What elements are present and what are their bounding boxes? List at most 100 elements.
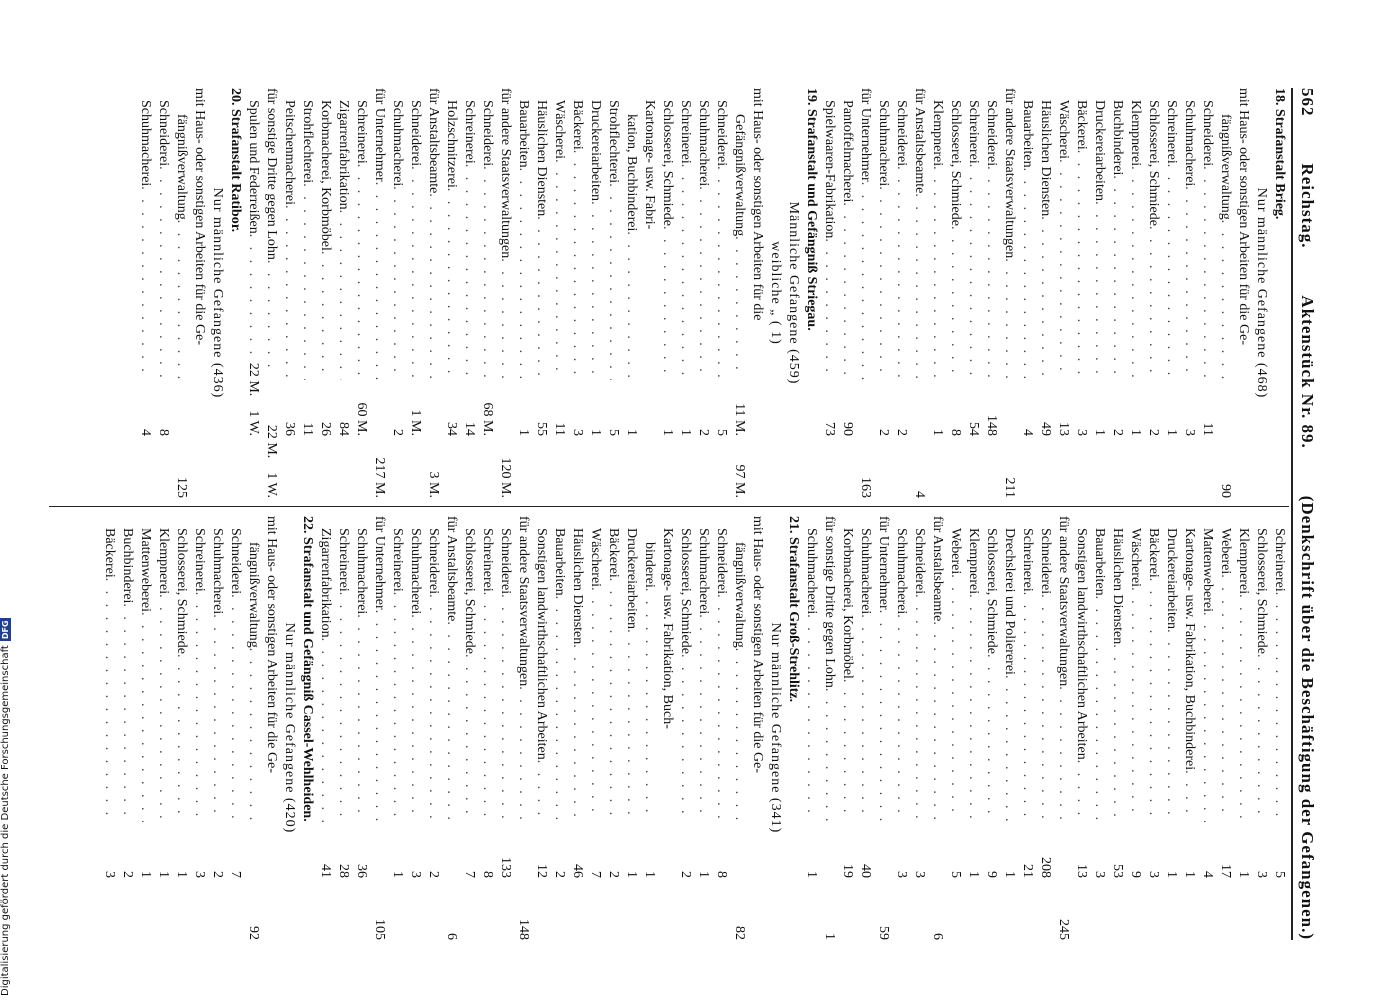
- count: 36: [354, 864, 369, 878]
- total-cell: [496, 878, 514, 940]
- line: Holzschnitzerei 34: [442, 88, 460, 498]
- line: 19. Strafanstalt und Gefängniß Striegau.: [802, 88, 820, 498]
- total-cell: [478, 878, 496, 940]
- total-cell: [154, 878, 172, 940]
- item-text: Schreinerei: [1020, 528, 1035, 592]
- line: Schreinerei 60 M.: [352, 88, 370, 498]
- line: für Unternehmer 163: [856, 88, 874, 498]
- count: 73: [822, 422, 837, 436]
- line: Schneiderei 133: [496, 516, 514, 940]
- count: 1: [390, 871, 405, 878]
- total-cell: [514, 436, 532, 498]
- leader: [1144, 226, 1162, 380]
- count-cell: [1216, 380, 1234, 436]
- count-cell: 2: [208, 822, 226, 878]
- line: Häuslichen Diensten 46: [568, 516, 586, 940]
- item-text: Bäckerei: [606, 528, 621, 578]
- item-text: Druckereiarbeiten: [1164, 528, 1179, 630]
- item-text: Korbmacherei, Korbmöbel: [840, 528, 855, 679]
- count: 36: [282, 422, 297, 436]
- item-text: Buchbinderei: [1110, 100, 1125, 176]
- total-cell: [1090, 436, 1108, 498]
- item-text: Holzschnitzerei: [444, 100, 459, 188]
- line: Klempnerei 1: [1126, 88, 1144, 498]
- line: Bauarbeiten 4: [1018, 88, 1036, 498]
- leader: [136, 186, 154, 380]
- count: 1: [516, 429, 531, 436]
- line: Männliche Gefangene (459): [784, 88, 802, 498]
- count: 1 M.: [408, 409, 423, 436]
- count: 133: [498, 857, 513, 878]
- group-text: für Unternehmer: [372, 516, 387, 610]
- header-left: Reichstag.: [1298, 163, 1317, 249]
- leader: [118, 603, 136, 822]
- count-cell: 2: [1108, 380, 1126, 436]
- leader: [190, 592, 208, 822]
- line: für Anstaltsbeamte 6: [928, 516, 946, 940]
- count-cell: 1: [694, 822, 712, 878]
- total-cell: [1126, 436, 1144, 498]
- total-cell: [748, 829, 766, 891]
- group-text: für Anstaltsbeamte: [426, 88, 441, 194]
- total-cell: [478, 436, 496, 498]
- total-cell: 59: [874, 878, 892, 940]
- count-cell: 4: [1198, 822, 1216, 878]
- line: fängnißverwaltung 90: [1216, 88, 1234, 498]
- item-text: Schreinerei: [480, 528, 495, 592]
- line: Klempnerei 1: [928, 88, 946, 498]
- count-cell: [1234, 345, 1252, 401]
- count-cell: 1: [154, 822, 172, 878]
- header-rule: [1291, 88, 1293, 940]
- total-cell: [1162, 436, 1180, 498]
- total-cell: [1108, 878, 1126, 940]
- total-cell: [226, 878, 244, 940]
- count-cell: 1: [136, 822, 154, 878]
- count-cell: 2: [550, 822, 568, 878]
- leader: [514, 686, 532, 822]
- count-cell: 1: [622, 822, 640, 878]
- line: Schuhmacherei 36: [352, 516, 370, 940]
- count-cell: 1: [622, 380, 640, 436]
- count-cell: 8: [154, 380, 172, 436]
- leader: [928, 166, 946, 380]
- line: Bauarbeiten 2: [550, 516, 568, 940]
- line: Schreinerei 1: [676, 88, 694, 498]
- leader: [1252, 654, 1270, 822]
- leader: [874, 186, 892, 380]
- cont-text: fängnißverwaltung: [732, 542, 747, 648]
- count: 1: [1164, 429, 1179, 436]
- item-text: Schuhmacherei: [804, 528, 819, 615]
- total-cell: [586, 878, 604, 940]
- line: Schlosserei, Schmiede 2: [676, 516, 694, 940]
- line: Schuhmacherei 2: [694, 88, 712, 498]
- total-cell: 92: [244, 878, 262, 940]
- total-cell: [118, 878, 136, 940]
- count: 13: [1074, 864, 1089, 878]
- group-text: für andere Staatsverwaltungen: [1002, 88, 1017, 259]
- group-text: für Unternehmer: [858, 88, 873, 182]
- item-text: Klempnerei: [966, 528, 981, 595]
- leader: [964, 164, 982, 380]
- line: Pantoffelmacherei 90: [838, 88, 856, 498]
- item-text: Druckereiarbeiten: [588, 100, 603, 202]
- count: 46: [570, 864, 585, 878]
- leader: [712, 594, 730, 822]
- line: für andere Staatsverwaltungen 211: [1000, 88, 1018, 498]
- line: Schreinerei 14: [460, 88, 478, 498]
- line: Peitschenmacherei 36: [280, 88, 298, 498]
- count: 1 W.: [246, 410, 261, 436]
- leader: [352, 614, 370, 822]
- count: 1: [1164, 871, 1179, 878]
- line: Schneiderei 7: [226, 516, 244, 940]
- line: Schreinerei 8: [478, 516, 496, 940]
- line: Buchbinderei 2: [1108, 88, 1126, 498]
- item-text: Bäckerei: [570, 100, 585, 150]
- leader: [262, 260, 280, 369]
- count-cell: 2: [604, 822, 622, 878]
- count-cell: 1: [1162, 822, 1180, 878]
- item-text: Bauarbeiten: [1092, 528, 1107, 596]
- line: Schuhmacherei 3: [892, 516, 910, 940]
- leader: [1072, 760, 1090, 822]
- count-cell: [262, 773, 280, 829]
- count-cell: 7: [586, 822, 604, 878]
